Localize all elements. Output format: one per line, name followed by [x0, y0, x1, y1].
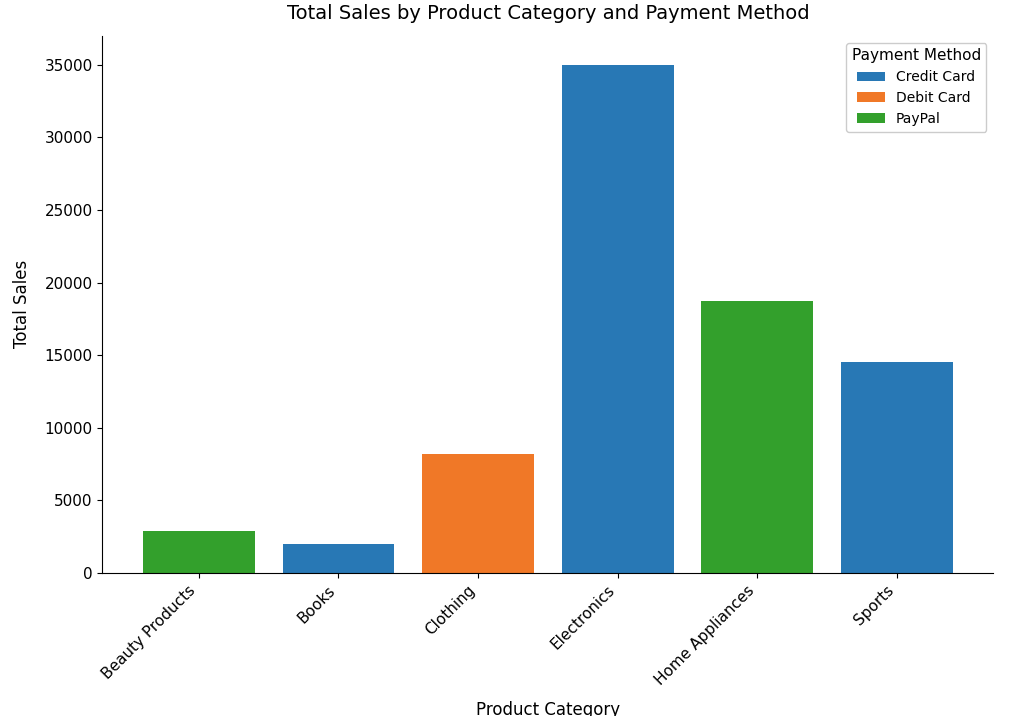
Y-axis label: Total Sales: Total Sales [12, 260, 31, 349]
Bar [562, 65, 674, 573]
Bar [841, 362, 952, 573]
Bar [283, 543, 394, 573]
Bar [143, 531, 255, 573]
Title: Total Sales by Product Category and Payment Method: Total Sales by Product Category and Paym… [287, 4, 809, 23]
X-axis label: Product Category: Product Category [476, 702, 620, 716]
Bar [422, 454, 534, 573]
Legend: Credit Card, Debit Card, PayPal: Credit Card, Debit Card, PayPal [846, 43, 986, 132]
Bar [701, 301, 813, 573]
